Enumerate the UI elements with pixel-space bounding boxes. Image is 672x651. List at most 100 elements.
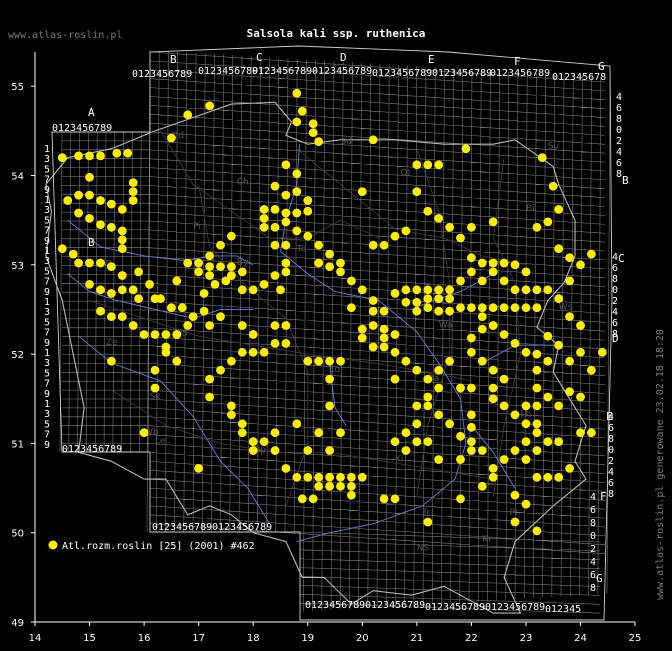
record-point (325, 481, 334, 491)
record-point (96, 306, 105, 316)
record-point (325, 249, 334, 259)
record-point (292, 88, 302, 98)
region-label: Lo (330, 365, 341, 375)
record-point (390, 289, 400, 298)
record-point (314, 137, 324, 147)
record-point (412, 306, 422, 316)
record-point (303, 196, 313, 205)
record-point (336, 356, 345, 366)
record-point (128, 321, 138, 330)
record-point (548, 181, 558, 191)
record-point (74, 208, 83, 218)
record-point (543, 472, 553, 482)
grid-digit-left: 3 (44, 409, 50, 420)
record-point (205, 374, 215, 384)
record-point (161, 330, 171, 339)
record-point (303, 206, 313, 216)
record-point (565, 356, 574, 366)
region-label: Pi (193, 222, 201, 232)
record-point (237, 428, 247, 438)
record-point (532, 222, 542, 232)
record-point (128, 285, 138, 295)
river-3 (67, 219, 254, 266)
grid-digits-g: 0123456789 (432, 68, 492, 79)
record-point (325, 374, 334, 384)
record-point (587, 249, 596, 259)
record-point (423, 206, 433, 216)
record-point (467, 303, 476, 313)
record-point (336, 481, 345, 491)
country-border (45, 101, 587, 614)
record-point (292, 169, 302, 179)
record-point (297, 106, 307, 116)
record-point (336, 267, 345, 277)
record-point (412, 365, 422, 375)
record-point (270, 181, 280, 191)
region-label: Ol (401, 169, 411, 179)
record-point (510, 285, 520, 295)
grid-digit-right: 4 (590, 557, 596, 568)
record-point (134, 294, 144, 304)
record-point (510, 517, 520, 527)
record-point (510, 303, 520, 313)
record-point (85, 214, 94, 223)
record-point (477, 324, 487, 334)
grid-digit-right: 6 (590, 505, 596, 516)
x-tick-label: 25 (629, 633, 642, 644)
record-point (499, 276, 509, 286)
record-point (161, 347, 171, 357)
record-point (434, 160, 444, 170)
record-point (68, 249, 78, 259)
region-label: Pr (510, 508, 519, 518)
record-point (477, 258, 487, 268)
record-point (543, 285, 553, 295)
grid-digit-right: 8 (612, 329, 618, 340)
record-point (477, 356, 487, 366)
region-label: Wa (439, 320, 453, 330)
record-point (499, 374, 509, 384)
record-point (227, 271, 236, 280)
record-point (357, 472, 367, 482)
grid-digit-left: 3 (44, 205, 50, 216)
record-point (270, 271, 280, 280)
grid-digit-right: 6 (608, 423, 614, 434)
record-point (210, 280, 220, 289)
record-point (488, 383, 498, 393)
record-point (85, 151, 94, 161)
grid-digit-right: 4 (612, 307, 618, 318)
record-point (347, 490, 356, 500)
record-point (303, 446, 313, 455)
grid-digit-left: 5 (44, 266, 50, 277)
record-point (456, 383, 465, 393)
record-point (237, 267, 247, 277)
grid-digits-a: 0123456789 (52, 123, 112, 134)
record-point (379, 306, 389, 316)
record-point (107, 199, 116, 209)
record-point (576, 321, 585, 330)
record-point (303, 231, 313, 241)
grid-digit-left: 1 (44, 144, 50, 155)
grid-digits-bottom-h: 012345 (545, 604, 581, 615)
zone-label-top: A (88, 106, 95, 119)
record-point (145, 280, 155, 289)
grid-digit-right: 0 (616, 125, 622, 136)
record-point (357, 324, 367, 334)
record-point (488, 267, 498, 277)
region-label: Gd (171, 131, 184, 141)
region-boundary-0 (160, 130, 379, 239)
grid-digit-left: 1 (44, 297, 50, 308)
grid-digit-left: 5 (44, 215, 50, 226)
region-boundaries (89, 130, 527, 507)
zone-label-right: C (618, 252, 625, 265)
record-point (565, 387, 574, 396)
record-point (357, 187, 367, 197)
grid-digits-f: 0123456789 (372, 68, 432, 79)
grid-digit-left: 9 (44, 338, 50, 349)
record-point (445, 306, 454, 316)
record-point (521, 437, 531, 446)
record-point (314, 356, 324, 366)
record-point (488, 217, 498, 227)
record-point (281, 464, 291, 473)
grid-digit-left: 7 (44, 226, 50, 237)
record-point (139, 428, 149, 438)
